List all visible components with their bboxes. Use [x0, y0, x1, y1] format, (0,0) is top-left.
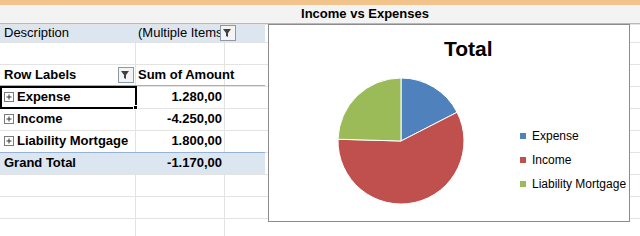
- svg-text:Income: Income: [532, 153, 572, 167]
- html-text:Income vs Expenses: Income vs Expenses: [301, 6, 429, 21]
- html-text:Description: Description: [4, 25, 69, 40]
- svg-text:Liability Mortgage: Liability Mortgage: [532, 177, 626, 191]
- html-text:Grand Total: Grand Total: [4, 155, 76, 170]
- html-text:1.800,00: 1.800,00: [171, 133, 222, 148]
- html-text:-4.250,00: -4.250,00: [167, 111, 222, 126]
- html-text:Sum of Amount: Sum of Amount: [138, 67, 235, 82]
- html-text:Row Labels: Row Labels: [4, 67, 77, 82]
- html-text:(Multiple Items): (Multiple Items): [138, 25, 227, 40]
- html-text:Income: Income: [17, 111, 63, 126]
- svg-text:Expense: Expense: [532, 129, 579, 143]
- html-text:1.280,00: 1.280,00: [171, 89, 222, 104]
- svg-text:Total: Total: [444, 37, 493, 60]
- html-text:Expense: Expense: [17, 89, 71, 104]
- html-text:-1.170,00: -1.170,00: [167, 155, 222, 170]
- html-text:Liability Mortgage: Liability Mortgage: [17, 133, 129, 148]
